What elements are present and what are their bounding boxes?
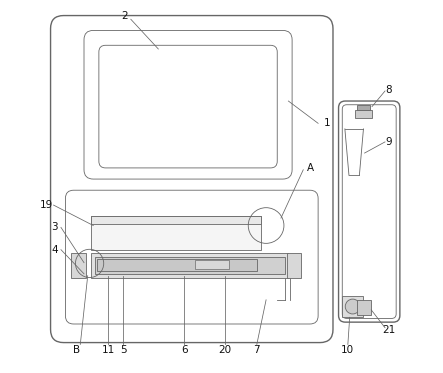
Text: 10: 10	[341, 345, 354, 355]
Text: 5: 5	[120, 345, 126, 355]
Bar	[71, 253, 86, 278]
Bar	[355, 110, 372, 118]
Text: 21: 21	[382, 325, 395, 335]
Bar	[357, 300, 371, 315]
Bar	[91, 216, 260, 225]
Bar	[95, 257, 285, 274]
Text: B: B	[73, 345, 80, 355]
Text: 7: 7	[253, 345, 260, 355]
Bar	[91, 253, 288, 278]
Text: 4: 4	[51, 245, 58, 255]
Text: 1: 1	[324, 118, 331, 128]
Text: 2: 2	[121, 10, 128, 21]
Text: 20: 20	[219, 345, 232, 355]
Circle shape	[345, 299, 360, 314]
Bar	[97, 259, 257, 271]
Text: 9: 9	[385, 137, 392, 147]
Bar	[287, 253, 301, 278]
Text: 11: 11	[101, 345, 115, 355]
Text: 8: 8	[385, 85, 392, 95]
Bar	[342, 296, 363, 317]
Text: A: A	[307, 163, 314, 173]
Bar	[91, 216, 260, 250]
Text: 3: 3	[51, 222, 58, 232]
Text: 19: 19	[40, 200, 54, 210]
Bar	[357, 105, 370, 110]
Text: 6: 6	[181, 345, 188, 355]
Bar	[195, 260, 229, 269]
